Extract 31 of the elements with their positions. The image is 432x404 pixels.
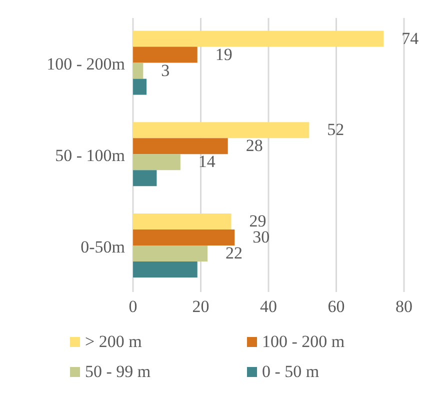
bar: [133, 213, 232, 230]
y-tick-label: 50 - 100m: [55, 146, 125, 166]
bar: [133, 245, 208, 262]
y-tick-label: 100 - 200m: [46, 54, 125, 74]
x-tick-label: 40: [260, 297, 277, 316]
x-tick-label: 0: [128, 297, 138, 316]
bar: [133, 62, 144, 79]
legend-label: 0 - 50 m: [262, 362, 320, 382]
legend-label: > 200 m: [85, 332, 142, 352]
bar: [133, 46, 198, 63]
data-label: 28: [246, 136, 263, 156]
y-tick-label: 0-50m: [80, 237, 125, 256]
bar: [133, 30, 384, 47]
data-label: 74: [402, 28, 420, 48]
data-label: 3: [161, 60, 170, 80]
bar: [133, 170, 157, 186]
data-label: 19: [215, 44, 232, 64]
legend-label: 50 - 99 m: [85, 362, 151, 382]
bar: [133, 78, 147, 95]
bar: [133, 229, 235, 246]
bar: [133, 122, 310, 138]
bar: [133, 154, 180, 170]
x-tick-label: 20: [192, 297, 210, 316]
bar: [133, 138, 228, 154]
data-label: 52: [327, 120, 344, 140]
bar: [133, 261, 198, 278]
data-label: 14: [198, 152, 216, 172]
x-tick-label: 60: [328, 297, 345, 316]
data-label: 22: [226, 243, 243, 262]
x-tick-label: 80: [396, 297, 412, 316]
legend-label: 100 - 200 m: [262, 332, 345, 352]
